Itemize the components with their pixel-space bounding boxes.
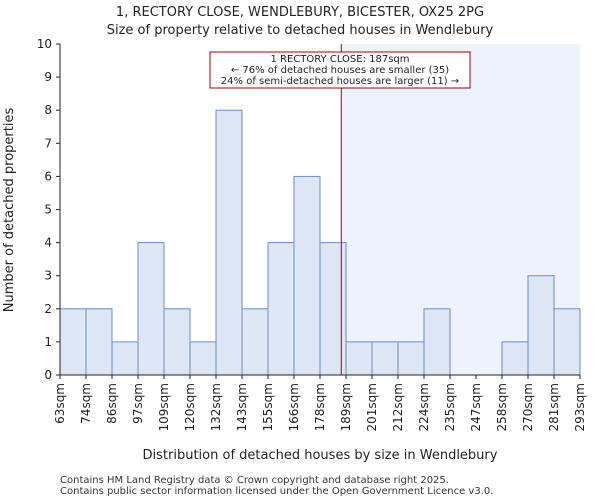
- annotation-line-3: 24% of semi-detached houses are larger (…: [221, 76, 459, 87]
- annotation-line-1: 1 RECTORY CLOSE: 187sqm: [270, 54, 409, 65]
- x-tick-label-178sqm: 178sqm: [313, 383, 327, 431]
- bar-189sqm: [345, 341, 373, 376]
- bar-201sqm: [371, 341, 399, 376]
- x-tick-label-143sqm: 143sqm: [235, 383, 249, 431]
- bar-224sqm: [423, 308, 451, 376]
- bar-132sqm: [215, 109, 243, 376]
- x-tick-label-109sqm: 109sqm: [157, 383, 171, 431]
- x-tick-label-166sqm: 166sqm: [287, 383, 301, 431]
- bar-63sqm: [59, 308, 87, 376]
- bar-97sqm: [137, 242, 165, 376]
- bar-178sqm: [319, 242, 347, 376]
- bar-270sqm: [527, 275, 555, 376]
- x-tick-label-63sqm: 63sqm: [53, 383, 67, 424]
- y-tick-label-6: 6: [44, 169, 52, 183]
- y-tick-label-9: 9: [44, 70, 52, 84]
- bar-120sqm: [189, 341, 217, 376]
- y-tick-label-4: 4: [44, 236, 52, 250]
- x-tick-label-132sqm: 132sqm: [209, 383, 223, 431]
- x-tick-label-212sqm: 212sqm: [391, 383, 405, 431]
- annotation-box: 1 RECTORY CLOSE: 187sqm ← 76% of detache…: [209, 51, 471, 89]
- y-tick-label-0: 0: [44, 368, 52, 382]
- bar-155sqm: [267, 242, 295, 376]
- bar-258sqm: [501, 341, 529, 376]
- x-tick-label-86sqm: 86sqm: [105, 383, 119, 424]
- x-tick-label-155sqm: 155sqm: [261, 383, 275, 431]
- y-tick-label-2: 2: [44, 302, 52, 316]
- footer-line-1: Contains HM Land Registry data © Crown c…: [60, 475, 449, 486]
- x-tick-label-189sqm: 189sqm: [339, 383, 353, 431]
- x-tick-label-293sqm: 293sqm: [573, 383, 587, 431]
- x-tick-label-120sqm: 120sqm: [183, 383, 197, 431]
- annotation-line-2: ← 76% of detached houses are smaller (35…: [231, 65, 449, 76]
- bar-166sqm: [293, 175, 321, 376]
- bar-86sqm: [111, 341, 139, 376]
- bar-109sqm: [163, 308, 191, 376]
- bar-74sqm: [85, 308, 113, 376]
- x-tick-label-258sqm: 258sqm: [495, 383, 509, 431]
- y-tick-label-5: 5: [44, 203, 52, 217]
- bar-281sqm: [553, 308, 581, 376]
- y-tick-label-7: 7: [44, 136, 52, 150]
- x-tick-label-74sqm: 74sqm: [79, 383, 93, 424]
- chart-subtitle: Size of property relative to detached ho…: [107, 23, 494, 38]
- x-tick-label-235sqm: 235sqm: [443, 383, 457, 431]
- x-tick-label-270sqm: 270sqm: [521, 383, 535, 431]
- y-axis-label: Number of detached properties: [2, 108, 17, 313]
- x-tick-label-224sqm: 224sqm: [417, 383, 431, 431]
- bar-143sqm: [241, 308, 269, 376]
- y-tick-label-8: 8: [44, 103, 52, 117]
- y-tick-label-10: 10: [37, 37, 52, 51]
- x-tick-label-247sqm: 247sqm: [469, 383, 483, 431]
- y-tick-label-3: 3: [44, 269, 52, 283]
- y-tick-label-1: 1: [44, 335, 52, 349]
- chart-title: 1, RECTORY CLOSE, WENDLEBURY, BICESTER, …: [116, 5, 484, 20]
- bar-212sqm: [397, 341, 425, 376]
- x-tick-label-281sqm: 281sqm: [547, 383, 561, 431]
- footer-line-2: Contains public sector information licen…: [60, 486, 493, 497]
- x-tick-label-201sqm: 201sqm: [365, 383, 379, 431]
- x-tick-label-97sqm: 97sqm: [131, 383, 145, 424]
- x-axis-label: Distribution of detached houses by size …: [143, 448, 498, 463]
